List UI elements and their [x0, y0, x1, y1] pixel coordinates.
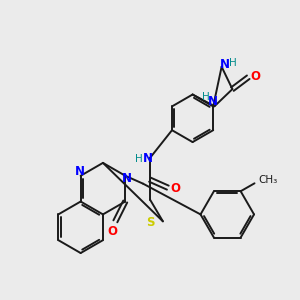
Text: N: N	[208, 95, 218, 108]
Text: CH₃: CH₃	[259, 175, 278, 185]
Text: N: N	[122, 172, 132, 185]
Text: O: O	[171, 182, 181, 195]
Text: O: O	[107, 225, 117, 238]
Text: N: N	[143, 152, 153, 165]
Text: H: H	[202, 92, 209, 102]
Text: H: H	[229, 58, 236, 68]
Text: O: O	[250, 70, 260, 83]
Text: N: N	[220, 58, 230, 71]
Text: S: S	[146, 216, 154, 229]
Text: H: H	[135, 154, 143, 164]
Text: N: N	[75, 165, 85, 178]
